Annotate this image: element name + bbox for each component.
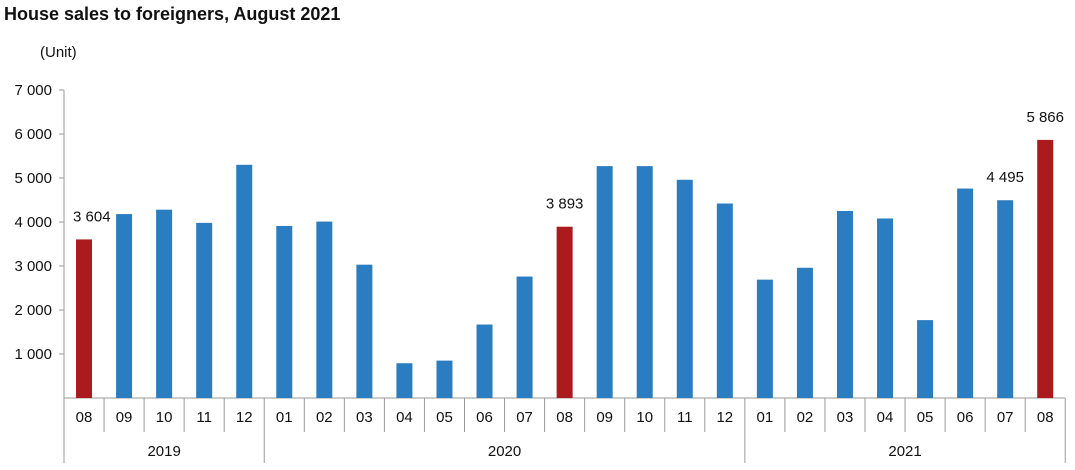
bar [436,360,453,398]
bar [1037,139,1054,398]
bar [76,239,93,398]
x-tick-label: 07 [516,409,533,426]
x-tick-label: 03 [356,409,373,426]
x-tick-label: 08 [556,409,573,426]
x-tick-label: 01 [276,409,293,426]
x-tick-label: 04 [877,409,894,426]
bar [756,279,773,398]
bar [316,221,333,398]
x-tick-label: 12 [716,409,733,426]
year-group-label: 2019 [147,443,180,460]
y-axis-unit-label: (Unit) [40,44,77,61]
x-tick-label: 01 [757,409,774,426]
x-tick-label: 02 [797,409,814,426]
bar [676,179,693,398]
x-tick-label: 10 [156,409,173,426]
bar [957,188,974,398]
y-tick-label: 1 000 [14,346,52,363]
bar-data-label: 4 495 [986,169,1024,186]
x-tick-label: 09 [596,409,613,426]
y-tick-label: 2 000 [14,302,52,319]
x-tick-label: 06 [957,409,974,426]
bar [556,226,573,398]
bar-data-label: 5 866 [1026,109,1064,126]
x-tick-label: 12 [236,409,253,426]
x-tick-label: 08 [1037,409,1054,426]
bar [156,209,173,398]
bar-data-label: 3 893 [546,196,584,213]
x-tick-label: 09 [116,409,133,426]
bar [596,166,613,398]
bar [997,200,1014,398]
chart-title: House sales to foreigners, August 2021 [4,4,340,24]
x-tick-label: 06 [476,409,493,426]
x-tick-label: 08 [76,409,93,426]
bar [356,264,373,398]
y-tick-label: 7 000 [14,82,52,99]
x-tick-label: 11 [677,409,693,426]
bar [836,211,853,398]
x-tick-label: 02 [316,409,333,426]
x-tick-label: 11 [196,409,212,426]
bar [877,218,894,398]
year-group-label: 2021 [888,443,921,460]
x-tick-label: 10 [636,409,653,426]
bar [516,276,533,398]
x-tick-label: 07 [997,409,1014,426]
x-tick-label: 05 [436,409,453,426]
bar [196,222,213,398]
y-tick-label: 4 000 [14,214,52,231]
y-tick-label: 5 000 [14,170,52,187]
bar-data-label: 3 604 [73,208,111,225]
year-group-label: 2020 [488,443,521,460]
x-tick-label: 03 [837,409,854,426]
bar [716,203,733,398]
bar [796,267,813,398]
bar [116,214,133,398]
plot-area: 1 000 2 000 3 000 4 000 5 000 6 000 7 000 08 09 1… [14,82,1066,463]
bar [917,320,934,398]
x-tick-label: 05 [917,409,934,426]
y-tick-label: 3 000 [14,258,52,275]
bar [276,225,293,398]
x-tick-label: 04 [396,409,413,426]
bar [396,363,413,398]
bar [636,166,653,398]
bar [236,164,253,398]
bar [476,324,493,398]
y-tick-label: 6 000 [14,126,52,143]
